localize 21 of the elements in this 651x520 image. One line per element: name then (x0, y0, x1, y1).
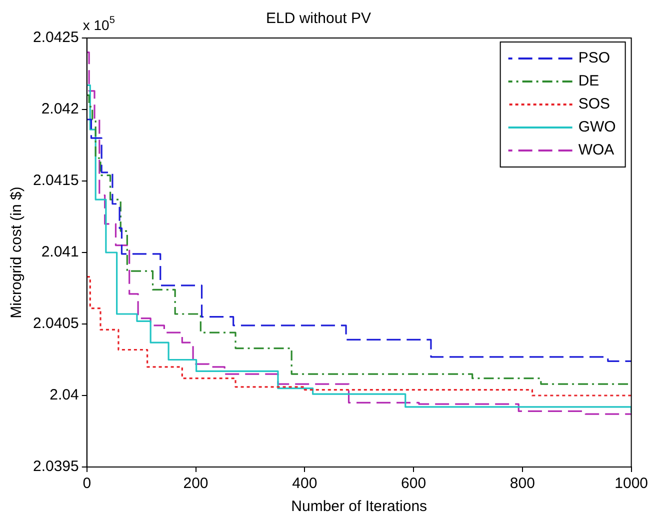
y-tick-label: 2.0415 (32, 172, 79, 190)
y-tick-label: 2.042 (41, 100, 79, 118)
chart-title: ELD without PV (266, 10, 372, 28)
x-tick-label: 600 (401, 475, 426, 492)
x-tick-label: 200 (183, 475, 208, 492)
x-tick-label: 0 (82, 475, 92, 492)
legend-label: GWO (578, 118, 616, 136)
legend-label: PSO (578, 50, 610, 67)
legend-label: SOS (578, 96, 610, 113)
legend-label: WOA (578, 142, 614, 159)
y-tick-label: 2.041 (41, 244, 79, 261)
x-axis-title: Number of Iterations (291, 498, 428, 516)
x-tick-label: 1000 (614, 475, 648, 492)
x-tick-label: 400 (292, 475, 318, 492)
x-tick-label: 800 (510, 475, 535, 492)
y-tick-label: 2.0425 (32, 29, 79, 46)
y-tick-label: 2.04 (50, 386, 79, 404)
legend-label: DE (578, 72, 600, 90)
y-tick-label: 2.0395 (32, 458, 79, 476)
y-axis-title: Microgrid cost (in $) (8, 186, 26, 318)
y-tick-label: 2.0405 (32, 315, 79, 332)
